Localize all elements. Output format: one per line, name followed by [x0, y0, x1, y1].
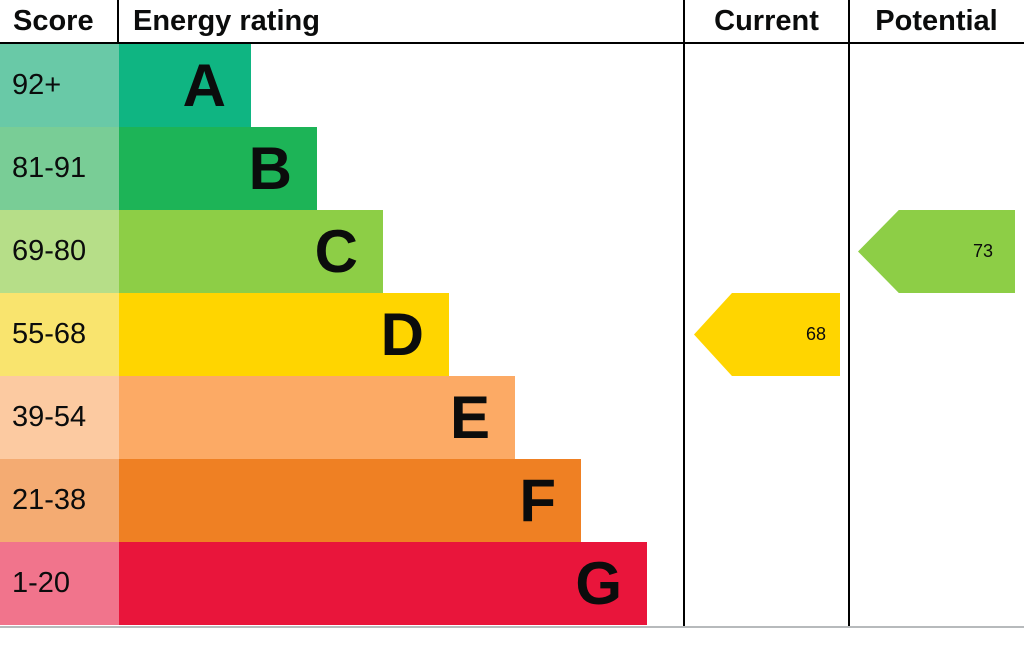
rating-letter-d: D	[380, 300, 424, 368]
rating-bar-e: E	[119, 376, 515, 459]
score-range-b: 81-91	[0, 127, 119, 210]
rating-letter-c: C	[314, 217, 358, 285]
rating-bar-a: A	[119, 44, 251, 127]
rating-bar-f: F	[119, 459, 581, 542]
score-range-c: 69-80	[0, 210, 119, 293]
band-row-b: 81-91 B	[0, 127, 1024, 210]
rating-letter-f: F	[519, 466, 556, 534]
score-range-e: 39-54	[0, 376, 119, 459]
band-row-d: 55-68 D	[0, 293, 1024, 376]
score-column-header: Score	[0, 0, 119, 42]
energy-rating-column-header: Energy rating	[133, 5, 320, 37]
band-row-e: 39-54 E	[0, 376, 1024, 459]
score-range-f: 21-38	[0, 459, 119, 542]
band-row-f: 21-38 F	[0, 459, 1024, 542]
band-row-c: 69-80 C	[0, 210, 1024, 293]
current-column-header: Current	[714, 5, 819, 37]
current-rating-value: 68	[805, 324, 826, 344]
rating-bar-d: D	[119, 293, 449, 376]
chart-header: Score Energy rating Current Potential	[0, 0, 1024, 44]
band-row-a: 92+ A	[0, 44, 1024, 127]
rating-letter-a: A	[182, 51, 226, 119]
current-column-divider	[683, 0, 685, 627]
rating-letter-e: E	[449, 383, 490, 451]
score-range-a: 92+	[0, 44, 119, 127]
potential-column-divider	[848, 0, 850, 627]
rating-bands: 92+ A 81-91 B 69-80 C 55-68 D 39-54	[0, 44, 1024, 625]
potential-rating-value: 73	[972, 241, 993, 261]
rating-bar-c: C	[119, 210, 383, 293]
score-range-g: 1-20	[0, 542, 119, 625]
chart-bottom-border	[0, 626, 1024, 628]
rating-bar-b: B	[119, 127, 317, 210]
rating-letter-b: B	[248, 134, 292, 202]
potential-column-header: Potential	[875, 5, 998, 37]
score-range-d: 55-68	[0, 293, 119, 376]
rating-letter-g: G	[575, 549, 622, 617]
band-row-g: 1-20 G	[0, 542, 1024, 625]
rating-bar-g: G	[119, 542, 647, 625]
